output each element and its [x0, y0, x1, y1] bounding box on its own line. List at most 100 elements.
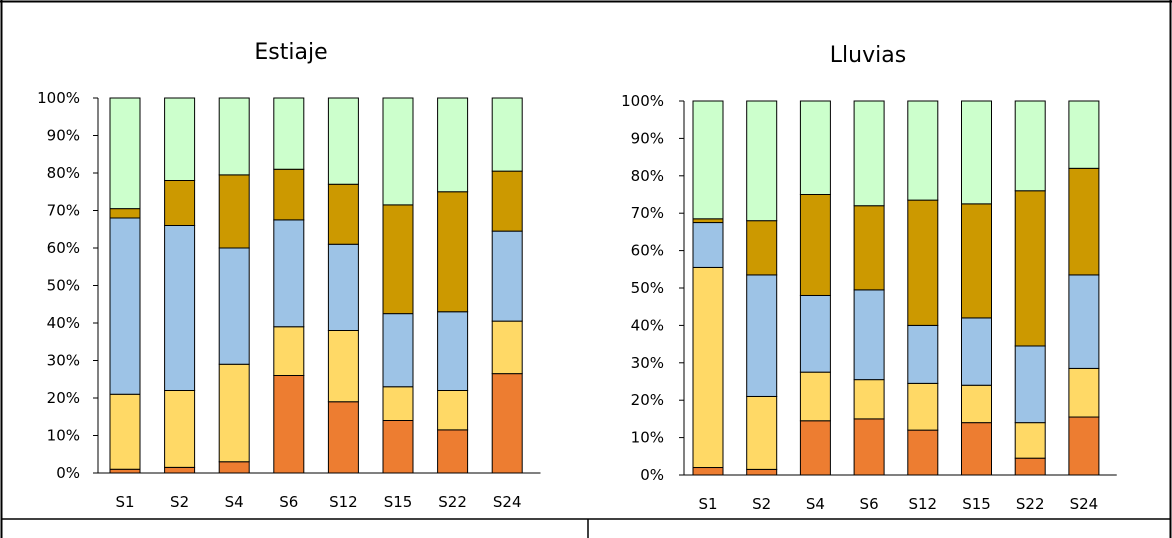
- bar-segment: [1014, 100, 1046, 192]
- bar-segment: [746, 468, 778, 476]
- chart-lluvias: Lluvias 0% 10% 20% 30% 40% 50% 60% 70% 80% 90% 100%…: [621, 43, 1117, 513]
- bar-segment: [1014, 345, 1046, 424]
- bar-segment: [961, 100, 992, 205]
- y-tick-label: 50%: [631, 279, 664, 297]
- bar-segment: [382, 386, 414, 421]
- bar-segment: [961, 317, 992, 386]
- x-tick-label: S22: [438, 493, 467, 511]
- bar-segment: [799, 100, 831, 195]
- y-tick-label: 60%: [631, 242, 664, 260]
- bar-segment: [799, 371, 831, 422]
- x-tick-label: S2: [170, 493, 189, 511]
- bar-segment: [437, 191, 469, 313]
- bar-segment: [327, 330, 359, 403]
- bar-segment: [907, 382, 939, 431]
- x-tick-label: S24: [493, 493, 522, 511]
- bar-segment: [692, 266, 724, 469]
- bar-segment: [218, 174, 250, 249]
- bar-segment: [382, 204, 414, 315]
- bar-segment: [907, 429, 939, 476]
- bar-segment: [907, 199, 939, 326]
- bar-segment: [164, 180, 196, 226]
- x-tick-label: S12: [329, 493, 358, 511]
- bar-segment: [799, 420, 831, 476]
- chart-title: Lluvias: [830, 43, 906, 68]
- bar-segment: [218, 461, 250, 474]
- y-tick-label: 80%: [47, 164, 80, 182]
- y-tick-label: 100%: [37, 89, 80, 107]
- y-tick-label: 10%: [631, 429, 664, 447]
- bar-segment: [853, 100, 885, 207]
- bar-segment: [1068, 100, 1100, 169]
- bar-segment: [164, 225, 196, 391]
- bar-segment: [437, 429, 469, 474]
- bar-segment: [1068, 274, 1100, 369]
- bar-segment: [692, 100, 724, 220]
- bar-segment: [746, 100, 778, 222]
- bar-segment: [273, 375, 305, 474]
- x-tick-label: S12: [908, 495, 937, 513]
- bar-segment: [491, 230, 523, 322]
- bar-segment: [1068, 367, 1100, 418]
- bar-segment: [382, 420, 414, 474]
- bar-segment: [273, 97, 305, 170]
- y-tick-label: 50%: [47, 277, 80, 295]
- bar-segment: [327, 97, 359, 185]
- bar-segment: [746, 395, 778, 470]
- y-tick-label: 20%: [47, 389, 80, 407]
- x-tick-label: S6: [860, 495, 879, 513]
- y-tick-label: 90%: [631, 129, 664, 147]
- bar-segment: [1014, 457, 1046, 476]
- bar-segment: [491, 97, 523, 172]
- y-tick-label: 40%: [631, 316, 664, 334]
- bar-segment: [327, 401, 359, 474]
- y-tick-label: 70%: [47, 202, 80, 220]
- bar-segment: [491, 320, 523, 375]
- bar-segment: [961, 203, 992, 319]
- y-tick-label: 80%: [631, 167, 664, 185]
- y-tick-label: 70%: [631, 204, 664, 222]
- bar-segment: [961, 384, 992, 424]
- bar-segment: [692, 467, 724, 476]
- x-tick-label: S1: [115, 493, 134, 511]
- bar-segment: [491, 373, 523, 474]
- bar-segment: [164, 390, 196, 468]
- bar-segment: [109, 208, 141, 219]
- y-tick-label: 90%: [47, 127, 80, 145]
- bar-segment: [437, 97, 469, 193]
- bar-segment: [109, 393, 141, 470]
- x-tick-label: S1: [698, 495, 717, 513]
- bar-segment: [692, 222, 724, 268]
- bar-segment: [907, 100, 939, 201]
- bar-segment: [273, 326, 305, 376]
- x-tick-label: S2: [752, 495, 771, 513]
- bar-segment: [692, 218, 724, 224]
- bar-segment: [853, 289, 885, 381]
- y-tick-label: 40%: [47, 314, 80, 332]
- bar-segment: [327, 183, 359, 245]
- bar-segment: [853, 418, 885, 476]
- bar-segment: [961, 422, 992, 476]
- bar-segment: [437, 311, 469, 391]
- bar-segment: [218, 247, 250, 365]
- y-tick-label: 0%: [640, 466, 664, 484]
- bar-segment: [853, 379, 885, 420]
- bar-segment: [109, 97, 141, 210]
- bar-segment: [164, 97, 196, 181]
- x-tick-label: S15: [384, 493, 413, 511]
- bar-segment: [1014, 422, 1046, 459]
- bar-segment: [109, 217, 141, 395]
- y-tick-label: 0%: [56, 464, 80, 482]
- bar-segment: [218, 97, 250, 176]
- x-tick-label: S6: [279, 493, 298, 511]
- bar-segment: [164, 466, 196, 474]
- bar-segment: [218, 363, 250, 463]
- x-tick-label: S4: [806, 495, 825, 513]
- y-tick-label: 30%: [47, 352, 80, 370]
- bar-segment: [382, 97, 414, 206]
- bar-segment: [746, 274, 778, 397]
- bar-segment: [1068, 167, 1100, 276]
- y-tick-label: 60%: [47, 239, 80, 257]
- x-tick-label: S15: [962, 495, 991, 513]
